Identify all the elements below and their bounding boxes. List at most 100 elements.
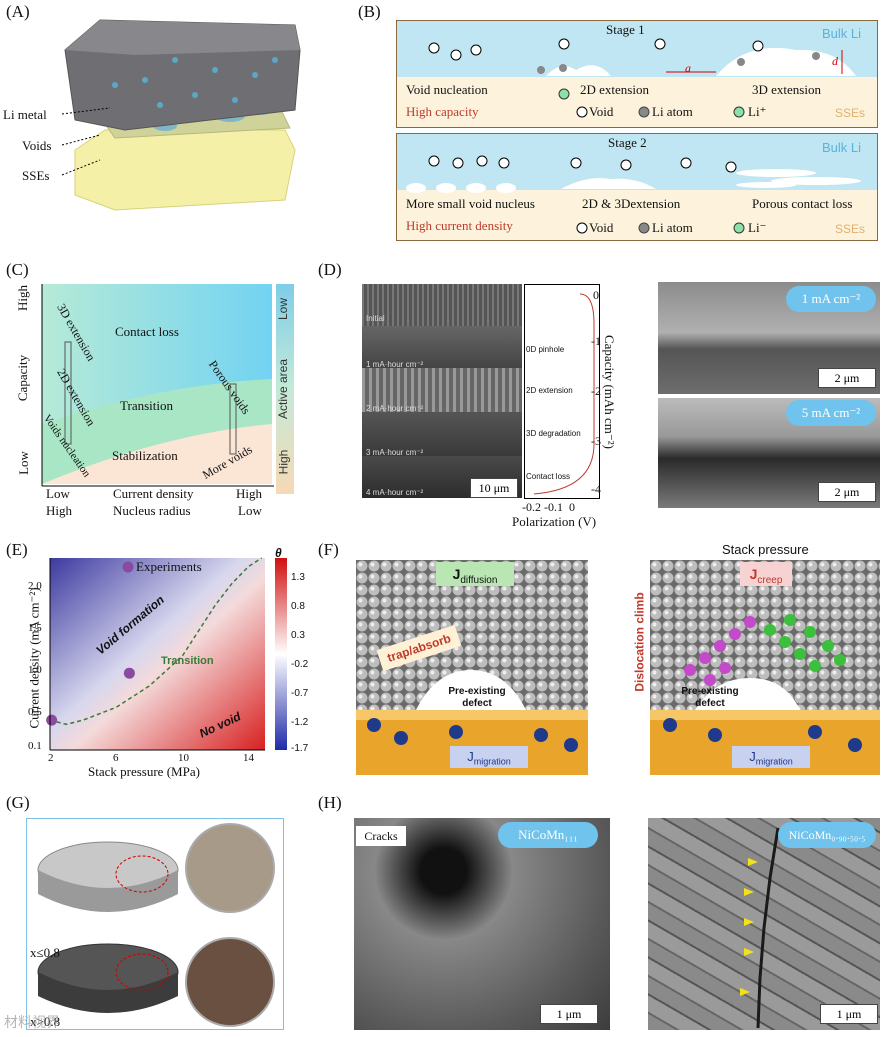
panel-e-label: (E) bbox=[6, 540, 28, 559]
cbar-tick-4: -0.7 bbox=[291, 688, 309, 699]
stage1-legend-li-ion: Li⁺ bbox=[748, 104, 767, 119]
c-x2-high: High bbox=[46, 503, 72, 518]
curve-contact-loss: Contact loss bbox=[526, 472, 571, 481]
legend-marker bbox=[122, 561, 134, 573]
e-xtick-3: 14 bbox=[243, 752, 254, 764]
c-y-low: Low bbox=[15, 451, 31, 475]
stage1-box bbox=[396, 20, 878, 128]
cbar-tick-6: -1.7 bbox=[291, 743, 309, 754]
c-transition: Transition bbox=[120, 398, 173, 413]
cross-section-strips bbox=[362, 284, 522, 498]
j-migration-right: Jmigration bbox=[732, 746, 810, 768]
cbar-tick-2: 0.3 bbox=[291, 630, 305, 641]
e-ytick-0: 2.0 bbox=[28, 580, 42, 592]
creep-lattice-illustration bbox=[650, 560, 880, 775]
sem-1ma-scale: 2 μm bbox=[818, 368, 876, 388]
sem-5ma-scale: 2 μm bbox=[818, 482, 876, 502]
sem-5ma-pill: 5 mA cm⁻² bbox=[786, 400, 876, 426]
defect-label-right: Pre-existing defect bbox=[681, 686, 739, 709]
stage1-2d-extension: 2D extension bbox=[580, 82, 649, 97]
stage2-legend-glyphs bbox=[576, 222, 745, 234]
colorbar-title: θ bbox=[275, 546, 282, 560]
sem-1ma-pill: 1 mA cm⁻² bbox=[786, 286, 876, 312]
transition-boundary-line bbox=[49, 557, 263, 726]
stage1-title: Stage 1 bbox=[606, 22, 645, 37]
active-area-label: Active area bbox=[276, 358, 291, 420]
stage2-legend-li-ion: Li⁻ bbox=[748, 220, 767, 235]
j-creep-box: Jcreep bbox=[740, 562, 792, 586]
j-migration-left: Jmigration bbox=[450, 746, 528, 768]
e-xtick-2: 10 bbox=[178, 752, 189, 764]
e-xtick-0: 2 bbox=[48, 752, 54, 764]
capacity-polarization-plot bbox=[524, 284, 600, 499]
phase-map bbox=[42, 284, 272, 484]
stage1-void-nucleation: Void nucleation bbox=[406, 82, 488, 97]
e-legend: Experiments bbox=[136, 559, 202, 574]
sem-h1 bbox=[354, 818, 610, 1030]
stage2-porous: Porous contact loss bbox=[752, 196, 853, 211]
cbar-tick-1: 0.8 bbox=[291, 601, 305, 612]
active-area-high: High bbox=[276, 449, 291, 475]
stage1-sses: SSEs bbox=[835, 106, 866, 120]
g-x2: x>0.8 bbox=[30, 1014, 61, 1029]
stage1-3d-extension: 3D extension bbox=[752, 82, 821, 97]
e-x-axis: Stack pressure (MPa) bbox=[88, 764, 200, 779]
d-ytick-3: -3 bbox=[591, 434, 601, 448]
defect-label-left: Pre-existing defect bbox=[448, 686, 506, 709]
strips-scalebar: 10 μm bbox=[470, 478, 518, 498]
stage1-legend-void: Void bbox=[589, 104, 614, 119]
d-ytick-0: 0 bbox=[593, 288, 599, 302]
e-ytick-4: 0.1 bbox=[28, 740, 42, 752]
sem-h2-crack bbox=[740, 827, 780, 1029]
h-pill-1: NiCoMn₁₁₁ bbox=[498, 822, 598, 848]
cbar-tick-5: -1.2 bbox=[291, 717, 309, 728]
stage2-2d3d: 2D & 3Dextension bbox=[582, 196, 681, 211]
sses-label: SSEs bbox=[22, 168, 50, 183]
e-ytick-1: 1.5 bbox=[28, 622, 42, 634]
li-metal-label: Li metal bbox=[3, 107, 47, 122]
h2-scale: 1 μm bbox=[820, 1004, 878, 1024]
panel-b-label: (B) bbox=[358, 2, 381, 21]
stage1-a: a bbox=[685, 61, 691, 75]
phase-map-axes bbox=[41, 284, 274, 487]
cracked-particle-illustration bbox=[37, 823, 275, 1027]
c-x1-high: High bbox=[236, 486, 262, 501]
d-xticks: -0.2 -0.1 0 bbox=[522, 500, 575, 514]
experiment-point bbox=[123, 667, 135, 679]
active-area-bar bbox=[276, 284, 294, 494]
h-pill-2: NiCoMn₀.₉₀.₅₀.₅ bbox=[778, 822, 876, 848]
stage1-legend-glyphs bbox=[576, 106, 745, 118]
strip-4: 4 mA·hour cm⁻² bbox=[366, 488, 424, 497]
stage2-legend-void: Void bbox=[589, 220, 614, 235]
curve-3d: 3D degradation bbox=[526, 429, 581, 438]
stage2-title: Stage 2 bbox=[608, 135, 647, 150]
c-y-high: High bbox=[15, 285, 30, 311]
e-xtick-1: 6 bbox=[113, 752, 119, 764]
strip-initial: Initial bbox=[366, 314, 385, 323]
active-area-low: Low bbox=[276, 297, 291, 321]
g-x1: x≤0.8 bbox=[30, 945, 60, 960]
curve-2d: 2D extension bbox=[526, 386, 573, 395]
e-transition: Transition bbox=[161, 655, 214, 667]
cracks-label: Cracks bbox=[356, 826, 406, 846]
panel-g-label: (G) bbox=[6, 793, 30, 812]
c-contact-loss: Contact loss bbox=[115, 324, 179, 339]
e-ytick-2: 1.0 bbox=[28, 664, 42, 676]
voids-label: Voids bbox=[22, 138, 52, 153]
stage2-mode: High current density bbox=[406, 218, 513, 233]
panel-a-pointer-lines bbox=[61, 107, 111, 176]
d-ytick-4: -4 bbox=[591, 482, 601, 496]
stage1-legend-li-atom: Li atom bbox=[652, 104, 693, 119]
watermark: 材料视界 bbox=[4, 1014, 60, 1030]
cbar-tick-0: 1.3 bbox=[291, 572, 305, 583]
dislocation-climb-label: Dislocation climb bbox=[632, 592, 647, 692]
stage1-mode: High capacity bbox=[406, 104, 479, 119]
d-ytick-2: -2 bbox=[591, 384, 601, 398]
c-x-axis2: Nucleus radius bbox=[113, 503, 191, 518]
stage2-legend-li-atom: Li atom bbox=[652, 220, 693, 235]
panel-f-label: (F) bbox=[318, 540, 339, 559]
d-y-axis: Capacity (mAh cm⁻²) bbox=[602, 334, 618, 450]
d-x-axis: Polarization (V) bbox=[512, 514, 597, 529]
d-ytick-1: -1 bbox=[591, 334, 601, 348]
e-ytick-3: 0.5 bbox=[28, 706, 42, 718]
